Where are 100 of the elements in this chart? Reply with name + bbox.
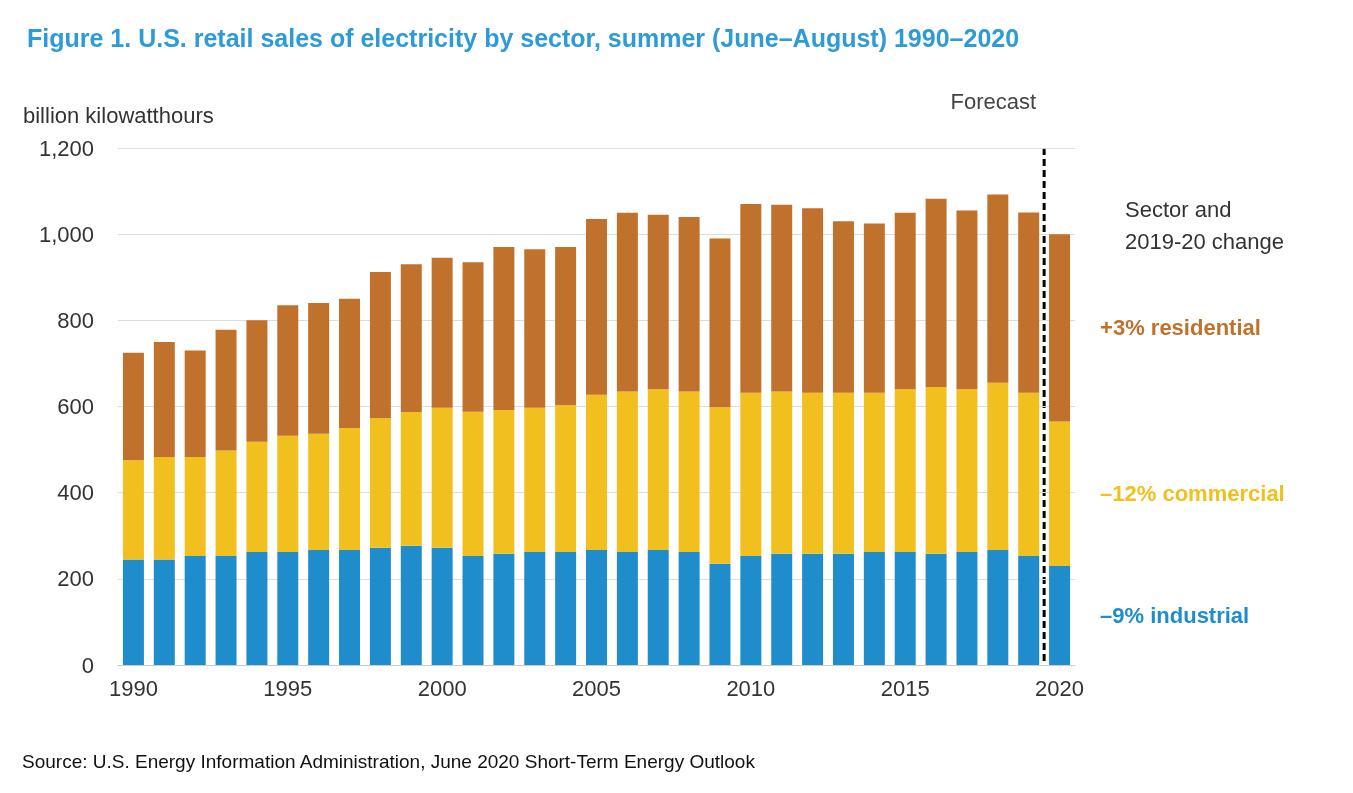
bar	[524, 249, 546, 408]
bar	[956, 210, 978, 390]
bar	[431, 407, 453, 548]
bar	[339, 298, 361, 429]
bar	[400, 412, 422, 546]
x-tick-label: 2020	[1035, 675, 1085, 701]
bar	[863, 223, 885, 393]
bar	[740, 556, 762, 665]
y-axis-title: billion kilowatthours	[23, 102, 214, 128]
bar	[956, 552, 978, 665]
bar	[1049, 565, 1071, 665]
x-tick-label: 2010	[726, 675, 776, 701]
bar	[339, 428, 361, 550]
bar	[184, 350, 206, 457]
bar	[586, 549, 607, 665]
bar	[740, 392, 762, 556]
bar	[431, 547, 453, 665]
bar	[925, 553, 947, 665]
bar	[555, 405, 577, 553]
x-tick-label: 1995	[263, 675, 313, 701]
bar	[709, 563, 731, 665]
bar	[956, 389, 978, 553]
bar	[369, 418, 391, 548]
bar	[987, 549, 1009, 665]
bar	[802, 553, 824, 665]
bar	[246, 320, 268, 442]
bar	[586, 219, 607, 395]
bar	[802, 208, 824, 393]
bar	[1018, 212, 1040, 393]
bar	[462, 411, 484, 556]
bar	[1049, 234, 1071, 422]
bar	[647, 214, 669, 390]
bar	[894, 212, 916, 390]
bar	[709, 238, 731, 408]
bar	[771, 204, 793, 392]
bar	[771, 553, 793, 665]
bar	[925, 387, 947, 554]
ref-line-label: Forecast	[950, 88, 1037, 114]
bar	[215, 329, 237, 451]
bar	[616, 552, 638, 665]
bar	[832, 221, 854, 393]
bar	[339, 549, 361, 665]
legend-title: Sector and 2019-20 change	[1125, 196, 1285, 254]
x-tick-label: 1990	[108, 675, 158, 701]
bar	[462, 262, 484, 412]
bar	[555, 552, 577, 665]
bar	[586, 394, 607, 550]
x-tick-label: 2005	[572, 675, 621, 701]
series-label: –12% commercial	[1100, 481, 1285, 507]
bar	[555, 247, 577, 406]
bar	[493, 247, 515, 410]
bar	[246, 552, 268, 665]
bar	[832, 392, 854, 554]
bar	[277, 435, 299, 553]
bar	[369, 547, 391, 665]
bar	[894, 552, 916, 665]
bar	[678, 391, 700, 553]
bar	[122, 352, 144, 461]
bar	[678, 216, 700, 392]
x-tick-label: 2000	[417, 675, 467, 701]
series-label: –9% industrial	[1100, 602, 1250, 628]
bar	[122, 559, 144, 665]
y-tick-label: 800	[57, 307, 94, 333]
bar	[153, 559, 175, 665]
bar	[277, 552, 299, 665]
bar	[802, 392, 824, 554]
y-tick-label: 600	[57, 394, 94, 419]
bar	[184, 556, 206, 665]
bar	[369, 272, 391, 419]
bar	[647, 389, 669, 550]
bar	[122, 460, 144, 560]
bar	[863, 392, 885, 553]
bar	[462, 556, 484, 665]
bar	[894, 389, 916, 553]
x-tick-label: 2015	[880, 675, 930, 701]
bar	[153, 341, 175, 457]
y-tick-label: 200	[57, 566, 94, 592]
bar	[215, 450, 237, 556]
y-tick-label: 400	[57, 480, 94, 506]
bar	[709, 407, 731, 564]
bar	[308, 549, 330, 665]
bar	[308, 433, 330, 550]
bar	[493, 553, 515, 665]
bar	[400, 264, 422, 413]
bar	[184, 456, 206, 556]
bar	[215, 556, 237, 665]
y-tick-label: 1,000	[38, 221, 94, 247]
bar	[1018, 392, 1040, 556]
series-label: +3% residential	[1100, 315, 1261, 341]
bar	[153, 456, 175, 560]
bar	[647, 549, 669, 665]
bar	[400, 545, 422, 665]
bar	[771, 391, 793, 554]
bar	[277, 305, 299, 436]
bar	[863, 552, 885, 665]
bar	[1049, 421, 1071, 566]
y-tick-label: 0	[81, 652, 94, 678]
bar	[740, 204, 762, 393]
bar	[308, 303, 330, 434]
bar	[524, 552, 546, 665]
